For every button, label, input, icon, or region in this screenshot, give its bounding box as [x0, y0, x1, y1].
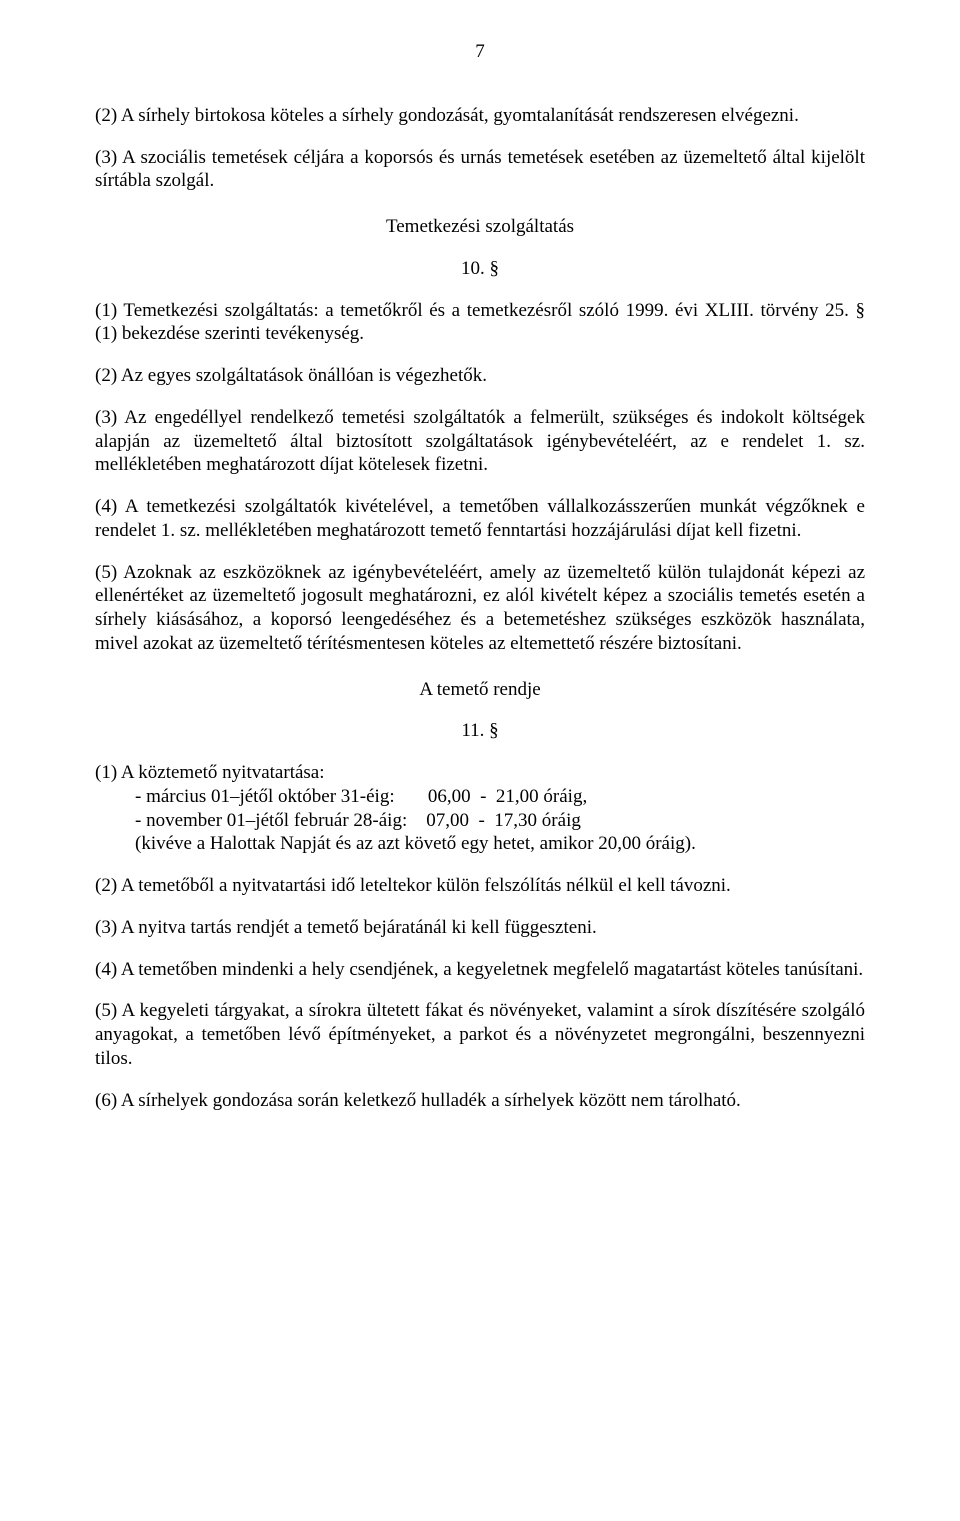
page-number: 7 [95, 40, 865, 64]
opening-hours-item-c: (kivéve a Halottak Napját és az azt köve… [135, 832, 865, 856]
document-page: 7 (2) A sírhely birtokosa köteles a sírh… [0, 0, 960, 1190]
section-number-11: 11. § [95, 719, 865, 743]
opening-hours-item-b: - november 01–jétől február 28-áig: 07,0… [135, 809, 865, 833]
paragraph-10-3: (3) Az engedéllyel rendelkező temetési s… [95, 406, 865, 477]
paragraph-11-1-intro: (1) A köztemető nyitvatartása: [95, 761, 865, 785]
paragraph-10-1: (1) Temetkezési szolgáltatás: a temetőkr… [95, 299, 865, 347]
paragraph-10-2: (2) Az egyes szolgáltatások önállóan is … [95, 364, 865, 388]
paragraph-11-2: (2) A temetőből a nyitvatartási idő lete… [95, 874, 865, 898]
opening-hours-list: - március 01–jétől október 31-éig: 06,00… [95, 785, 865, 856]
section-number-10: 10. § [95, 257, 865, 281]
paragraph-11-3: (3) A nyitva tartás rendjét a temető bej… [95, 916, 865, 940]
paragraph-10-4: (4) A temetkezési szolgáltatók kivételév… [95, 495, 865, 543]
paragraph-10-5: (5) Azoknak az eszközöknek az igénybevét… [95, 561, 865, 656]
paragraph-11-5: (5) A kegyeleti tárgyakat, a sírokra ült… [95, 999, 865, 1070]
section-heading-temeto-rendje: A temető rendje [95, 678, 865, 702]
opening-hours-item-a: - március 01–jétől október 31-éig: 06,00… [135, 785, 865, 809]
paragraph-2: (2) A sírhely birtokosa köteles a sírhel… [95, 104, 865, 128]
paragraph-3: (3) A szociális temetések céljára a kopo… [95, 146, 865, 194]
section-heading-temetkezesi: Temetkezési szolgáltatás [95, 215, 865, 239]
paragraph-11-4: (4) A temetőben mindenki a hely csendjén… [95, 958, 865, 982]
paragraph-11-6: (6) A sírhelyek gondozása során keletkez… [95, 1089, 865, 1113]
